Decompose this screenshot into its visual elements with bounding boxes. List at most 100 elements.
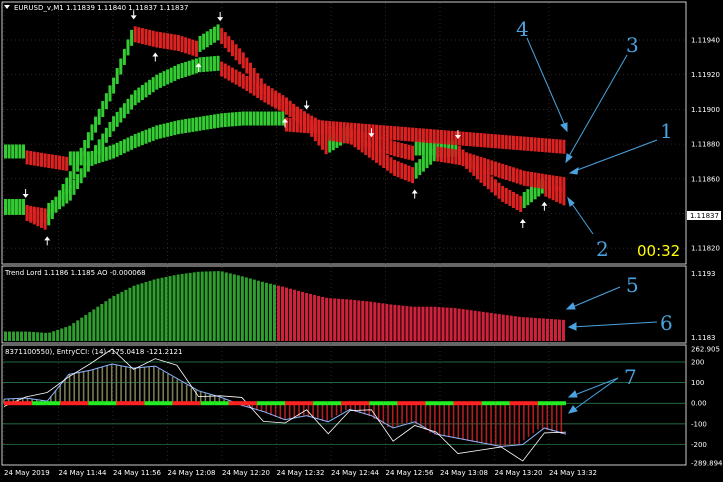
ribbon-bar: [486, 159, 490, 175]
ribbon-bar: [227, 36, 231, 53]
trend-lord-bar: [264, 282, 268, 341]
ribbon-bar: [360, 131, 364, 147]
trend-lord-bar: [537, 318, 541, 341]
y-axis-labels: 1.11940 1.11920 1.11900 1.11880 1.11860 1.118…: [691, 37, 723, 468]
ribbon-bar: [522, 136, 526, 151]
ribbon-bar: [385, 138, 389, 154]
ribbon-bar: [241, 73, 245, 89]
ribbon-bar: [72, 163, 76, 180]
trend-lord-bar: [529, 317, 533, 341]
trend-lord-bar: [252, 279, 256, 341]
ribbon-bar: [529, 137, 533, 152]
ribbon-bar: [173, 121, 177, 136]
ribbon-bar: [443, 130, 447, 145]
trend-lord-bar: [329, 298, 333, 341]
ribbon-bar: [166, 69, 170, 85]
ribbon-bar: [65, 156, 69, 171]
ribbon-bar: [465, 152, 469, 168]
trend-lord-bar: [545, 318, 549, 341]
ribbon-bar: [166, 33, 170, 50]
trend-lord-bar: [453, 308, 457, 341]
ribbon-bar: [256, 73, 260, 90]
ribbon-bar: [295, 118, 299, 133]
ribbon-bar: [483, 169, 487, 186]
trend-lord-bar: [28, 331, 32, 341]
callout-arrows: [526, 37, 658, 414]
ribbon-bar: [285, 99, 288, 115]
ribbon-bar: [396, 126, 400, 141]
ribbon-bar: [191, 39, 195, 56]
ribbon-bar: [411, 167, 415, 184]
trend-lord-bar: [176, 274, 180, 341]
callout-2: 2: [596, 237, 609, 261]
ribbon-bar: [511, 191, 515, 208]
ribbon-bar: [421, 155, 425, 172]
ribbon-bar: [504, 165, 508, 181]
ribbon-bar: [202, 56, 206, 72]
ribbon-bar: [457, 149, 461, 165]
ribbon-bar: [508, 166, 512, 182]
ribbon-bar: [86, 151, 90, 166]
ribbon-bar: [79, 168, 83, 184]
trend-lord-bar: [313, 294, 317, 341]
x-tick-label: 24 May 13:32: [549, 469, 597, 477]
trend-lord-bar: [184, 273, 188, 341]
ribbon-bar: [299, 118, 303, 133]
callout-3: 3: [626, 33, 639, 57]
trend-lord-bar: [24, 331, 28, 341]
trend-lord-bar: [100, 303, 104, 341]
ribbon-bar: [483, 158, 487, 174]
ribbon-bar: [497, 162, 501, 178]
ribbon-bar: [245, 57, 249, 74]
ribbon-bar: [400, 143, 404, 159]
ribbon-bar: [43, 208, 47, 224]
ribbon-bar: [375, 124, 379, 139]
ribbon-bar: [335, 121, 339, 136]
ribbon-bar: [266, 111, 270, 126]
ribbon-bar: [230, 112, 234, 127]
ribbon-bar: [22, 144, 26, 159]
trend-lord-bar: [16, 331, 20, 341]
ribbon-bar: [504, 135, 508, 150]
ribbon-bar: [205, 56, 209, 72]
x-tick-label: 24 May 11:56: [113, 469, 162, 477]
ribbon-bar: [479, 166, 483, 183]
symbol-dropdown-icon[interactable]: [4, 5, 10, 9]
ribbon-bar: [68, 151, 72, 166]
ribbon-bar: [292, 104, 296, 120]
ribbon-bar: [285, 117, 288, 132]
trend-lord-bar: [60, 328, 64, 341]
ribbon-bar: [396, 142, 400, 158]
price-badge: 1.11837: [690, 212, 719, 220]
ribbon-bar: [173, 34, 177, 51]
ribbon-bar: [378, 136, 382, 152]
signal-strip-segment: [439, 401, 454, 406]
trend-lord-bar: [260, 281, 264, 341]
x-tick-label: 24 May 12:32: [277, 469, 325, 477]
ribbon-bar: [58, 155, 62, 170]
ribbon-bar: [490, 176, 494, 193]
ribbon-bar: [32, 206, 36, 222]
ribbon-bar: [346, 122, 350, 137]
ribbon-bar: [97, 139, 101, 155]
trend-lord-bar: [40, 332, 44, 341]
price-layer: [4, 10, 566, 246]
ribbon-bar: [385, 125, 389, 140]
ribbon-bar: [140, 131, 144, 146]
trend-lord-title: Trend Lord 1.1186 1.1185 AO -0.000068: [4, 269, 146, 277]
ribbon-bar: [180, 36, 184, 53]
ribbon-bar: [274, 93, 278, 109]
ribbon-bar: [119, 107, 123, 123]
ribbon-bar: [248, 111, 252, 126]
trend-lord-bar: [521, 317, 525, 341]
trend-lord-bar: [289, 288, 293, 341]
ribbon-bar: [299, 108, 303, 124]
y-tick-label: 0.00: [691, 400, 707, 408]
y-tick-label: 1.11880: [691, 141, 720, 149]
ribbon-bar: [216, 24, 220, 41]
trend-lord-bar: [48, 332, 52, 341]
callout-7: 7: [624, 365, 637, 389]
ribbon-bar: [130, 135, 134, 150]
ribbon-bar: [119, 141, 123, 156]
trend-lord-bar: [192, 272, 196, 341]
